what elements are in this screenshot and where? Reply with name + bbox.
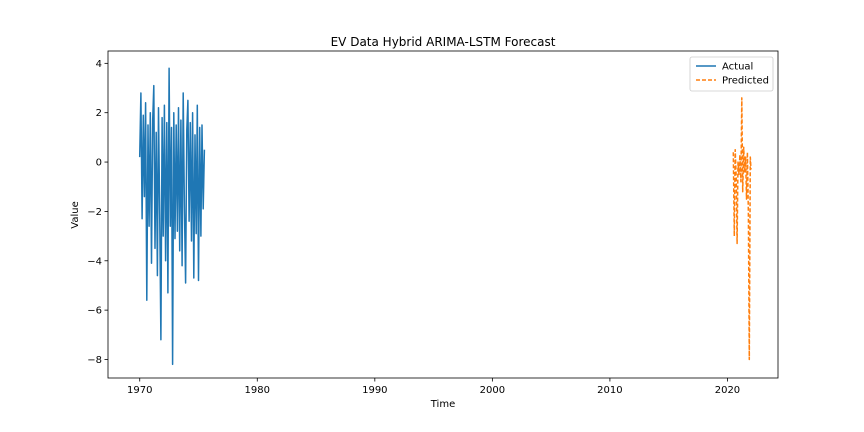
- y-tick-label: −8: [87, 355, 102, 366]
- series-line-predicted: [732, 97, 752, 361]
- x-tick-label: 1990: [362, 385, 387, 396]
- x-axis-label: Time: [430, 399, 455, 410]
- series-line-actual: [138, 67, 206, 366]
- x-tick-label: 1970: [127, 385, 152, 396]
- x-tick-label: 1980: [245, 385, 270, 396]
- y-tick-label: 4: [96, 59, 102, 70]
- x-axis: 1970 1980 1990 2000 2010 2020: [127, 378, 740, 396]
- legend: Actual Predicted: [689, 56, 774, 92]
- y-tick-label: −4: [87, 256, 102, 267]
- chart-title: EV Data Hybrid ARIMA-LSTM Forecast: [331, 35, 556, 49]
- x-tick-label: 2010: [597, 385, 622, 396]
- y-tick-label: −6: [87, 306, 102, 317]
- y-axis-label: Value: [70, 201, 81, 228]
- legend-label-predicted: Predicted: [722, 76, 769, 87]
- y-tick-label: −2: [87, 207, 102, 218]
- plot-area: [138, 67, 752, 366]
- y-axis: 4 2 0 −2 −4 −6 −8: [87, 59, 108, 366]
- legend-label-actual: Actual: [722, 62, 753, 73]
- x-tick-label: 2000: [480, 385, 505, 396]
- y-tick-label: 2: [96, 108, 102, 119]
- y-tick-label: 0: [96, 158, 102, 169]
- plot-frame: [107, 50, 779, 379]
- x-tick-label: 2020: [715, 385, 740, 396]
